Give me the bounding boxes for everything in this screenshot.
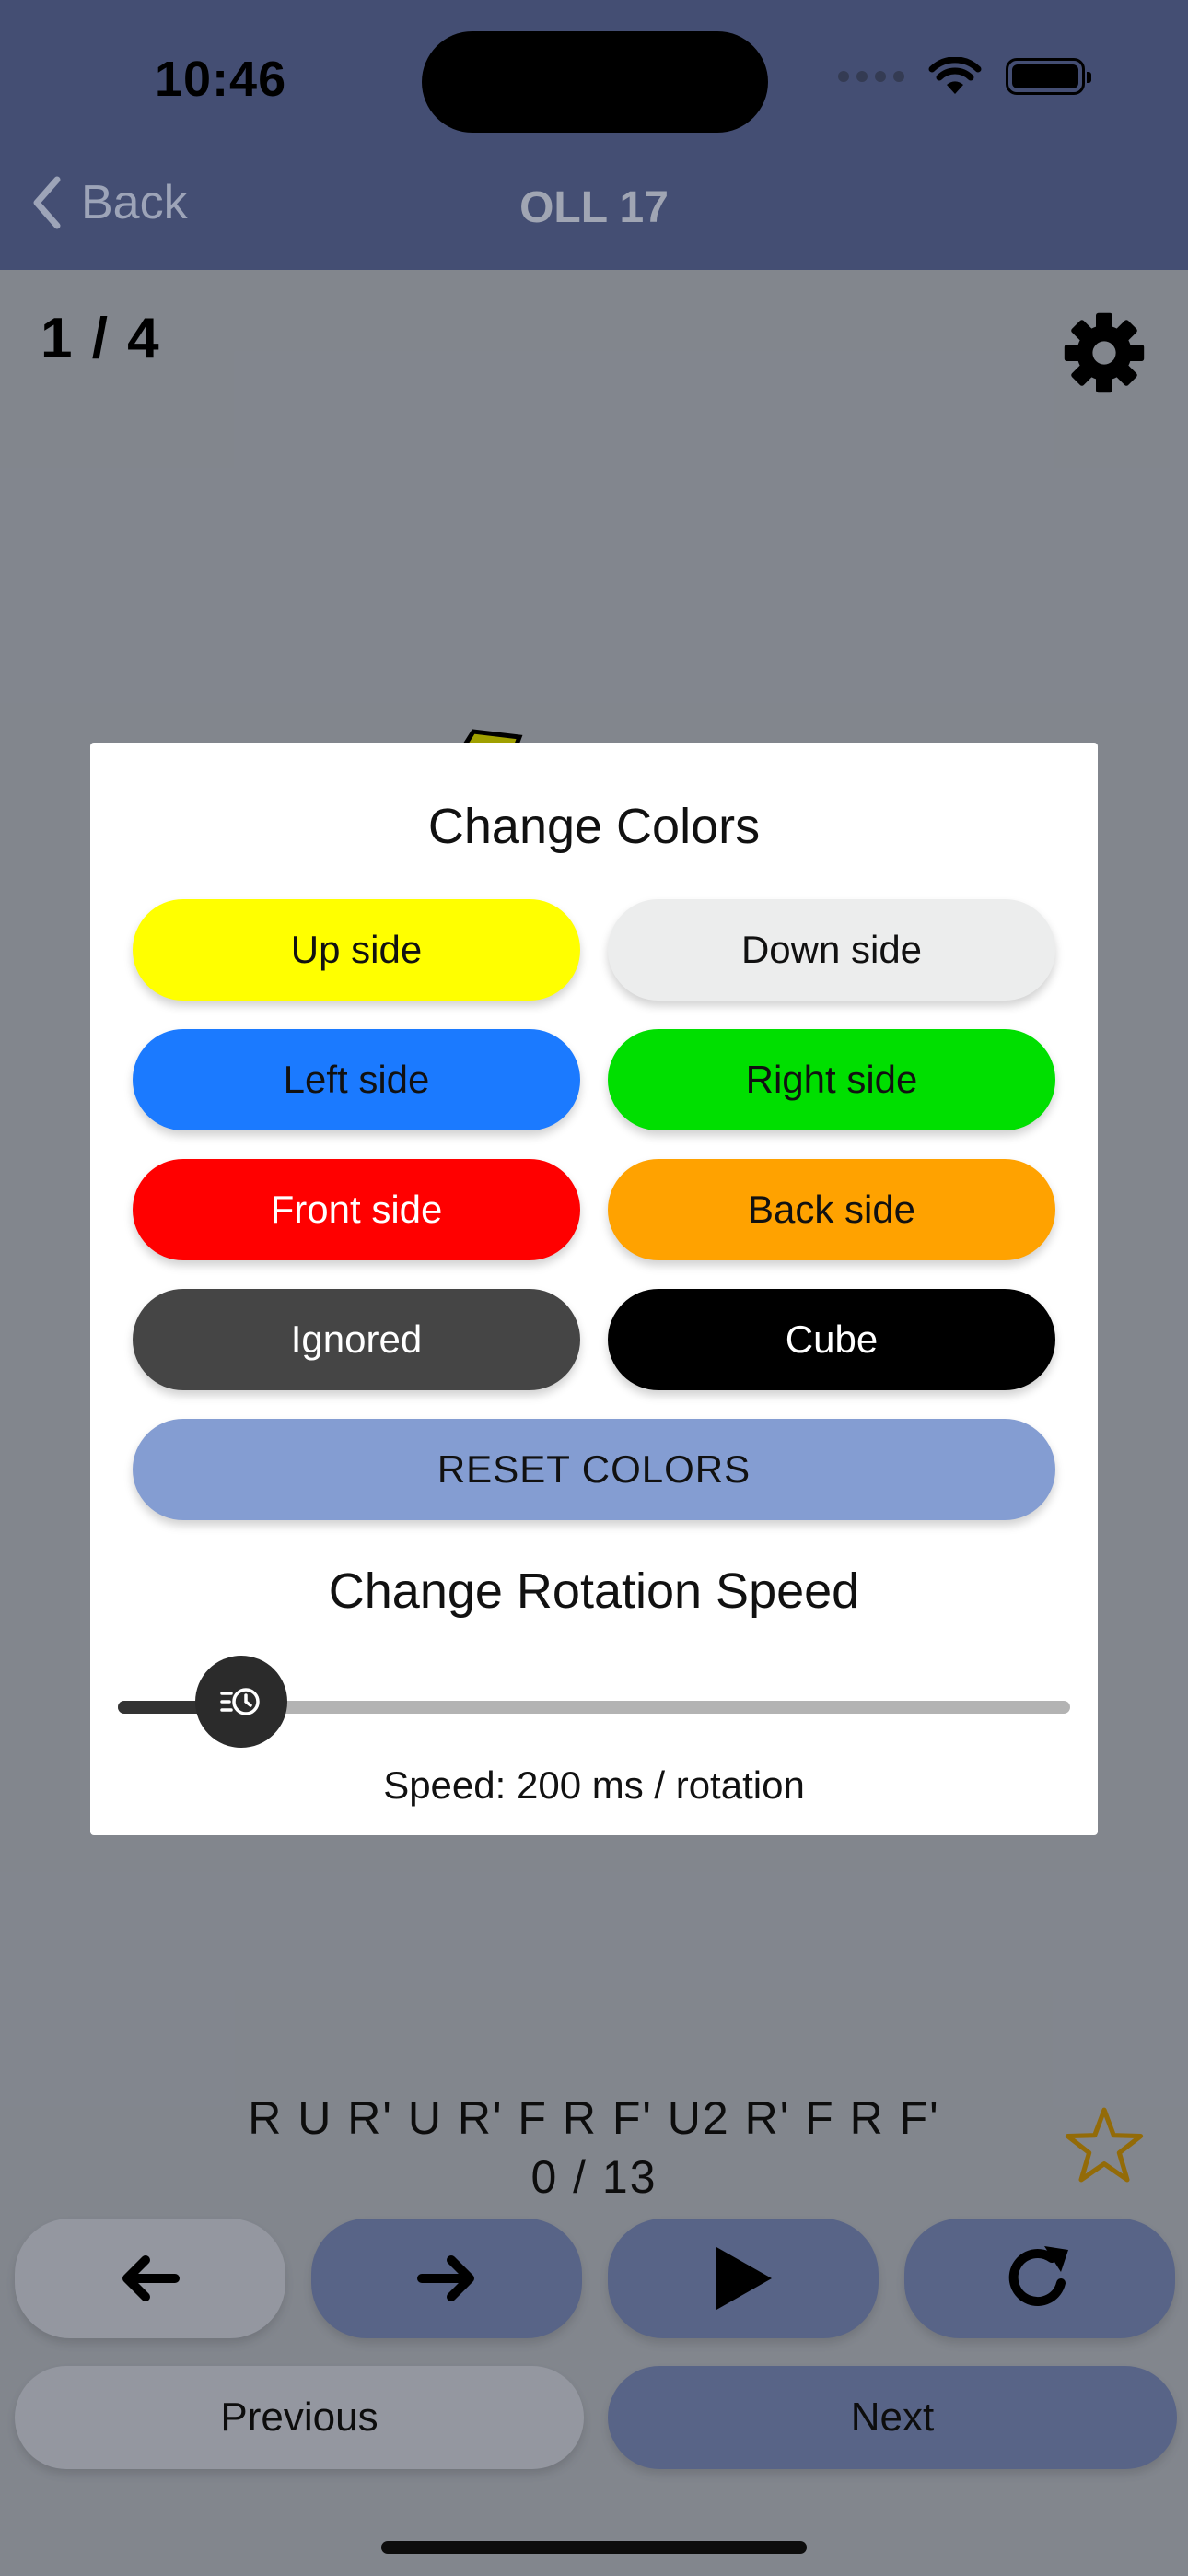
case-counter: 1 / 4 bbox=[41, 307, 161, 370]
ignored-button[interactable]: Ignored bbox=[133, 1289, 580, 1390]
play-icon bbox=[716, 2247, 772, 2310]
step-back-button[interactable] bbox=[15, 2219, 285, 2338]
home-indicator[interactable] bbox=[381, 2541, 807, 2554]
speed-slider-thumb[interactable] bbox=[195, 1656, 288, 1748]
move-progress: 0 / 13 bbox=[530, 2151, 658, 2203]
gear-icon[interactable] bbox=[1063, 311, 1146, 394]
rotation-speed-title: Change Rotation Speed bbox=[328, 1563, 860, 1619]
back-button[interactable]: Back bbox=[31, 175, 188, 230]
page-title: OLL 17 bbox=[519, 183, 669, 232]
star-icon[interactable] bbox=[1065, 2105, 1144, 2184]
status-time: 10:46 bbox=[155, 52, 287, 107]
up-side-button[interactable]: Up side bbox=[133, 899, 580, 1001]
previous-button[interactable]: Previous bbox=[15, 2366, 584, 2469]
speed-slider-track[interactable] bbox=[118, 1701, 1070, 1714]
back-side-button[interactable]: Back side bbox=[608, 1159, 1055, 1260]
reset-cube-button[interactable] bbox=[904, 2219, 1175, 2338]
settings-modal: Change Colors Up side Down side Left sid… bbox=[90, 743, 1098, 1835]
wifi-icon bbox=[928, 57, 982, 94]
arrow-right-icon bbox=[417, 2255, 474, 2301]
right-side-button[interactable]: Right side bbox=[608, 1029, 1055, 1130]
step-forward-button[interactable] bbox=[311, 2219, 582, 2338]
arrow-left-icon bbox=[122, 2255, 180, 2301]
cube-color-button[interactable]: Cube bbox=[608, 1289, 1055, 1390]
speed-clock-icon bbox=[220, 1688, 260, 1715]
algorithm-text: R U R' U R' F R F' U2 R' F R F' bbox=[248, 2092, 940, 2144]
dynamic-island bbox=[422, 31, 768, 133]
status-icons bbox=[838, 57, 1091, 96]
down-side-button[interactable]: Down side bbox=[608, 899, 1055, 1001]
speed-value-text: Speed: 200 ms / rotation bbox=[383, 1763, 805, 1807]
header-bar: 10:46 Back OLL 17 bbox=[0, 0, 1188, 270]
cellular-signal-icon bbox=[838, 71, 904, 82]
redo-icon bbox=[1008, 2246, 1068, 2306]
play-button[interactable] bbox=[608, 2219, 879, 2338]
back-label: Back bbox=[81, 176, 188, 229]
left-side-button[interactable]: Left side bbox=[133, 1029, 580, 1130]
change-colors-title: Change Colors bbox=[427, 799, 761, 854]
battery-icon bbox=[1006, 58, 1091, 95]
front-side-button[interactable]: Front side bbox=[133, 1159, 580, 1260]
reset-colors-button[interactable]: RESET COLORS bbox=[133, 1419, 1055, 1520]
next-button[interactable]: Next bbox=[608, 2366, 1177, 2469]
chevron-left-icon bbox=[33, 176, 61, 229]
